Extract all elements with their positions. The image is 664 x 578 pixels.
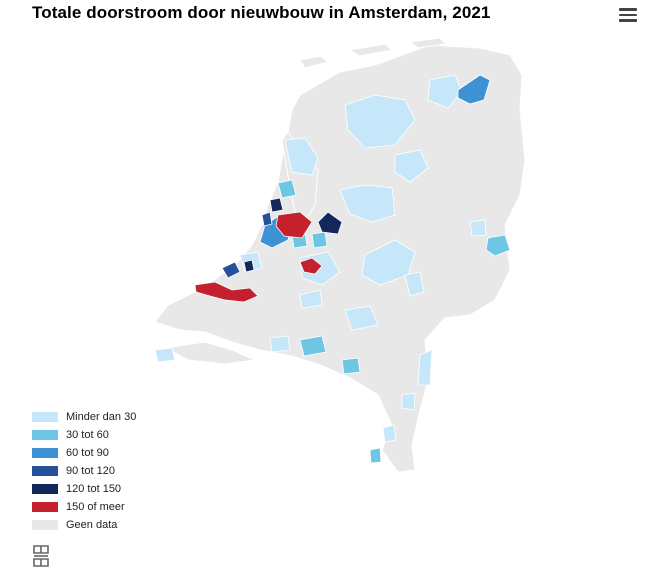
legend-item-30-tot-60[interactable]: 30 tot 60 [32,426,136,444]
legend-item-60-tot-90[interactable]: 60 tot 90 [32,444,136,462]
legend-swatch [32,502,58,512]
cbs-logo-icon [33,545,49,567]
map-regions-120-tot-150 [243,197,343,273]
legend-swatch [32,484,58,494]
chart-title: Totale doorstroom door nieuwbouw in Amst… [32,3,491,22]
map-regions-minder-dan-30 [154,74,487,443]
netherlands-municipality-map [154,37,526,473]
legend-swatch [32,520,58,530]
legend-label: 30 tot 60 [66,429,109,441]
legend-label: 90 tot 120 [66,465,115,477]
legend-label: 120 tot 150 [66,483,122,495]
legend-swatch [32,412,58,422]
legend-label: Geen data [66,519,118,531]
legend-swatch [32,430,58,440]
legend-swatch [32,466,58,476]
legend-item-90-tot-120[interactable]: 90 tot 120 [32,462,136,480]
map-regions-150-of-meer [194,211,323,303]
legend-item-150-of-meer[interactable]: 150 of meer [32,498,136,516]
legend-label: 60 tot 90 [66,447,109,459]
legend-label: Minder dan 30 [66,411,137,423]
legend-item-geen-data[interactable]: Geen data [32,516,136,534]
legend-swatch [32,448,58,458]
hamburger-menu-icon[interactable] [617,8,639,24]
map-regions-90-tot-120 [221,211,273,279]
map-legend: Minder dan 30 30 tot 60 60 tot 90 90 tot… [32,408,136,534]
legend-item-minder-dan-30[interactable]: Minder dan 30 [32,408,136,426]
legend-item-120-tot-150[interactable]: 120 tot 150 [32,480,136,498]
legend-label: 150 of meer [66,501,125,513]
